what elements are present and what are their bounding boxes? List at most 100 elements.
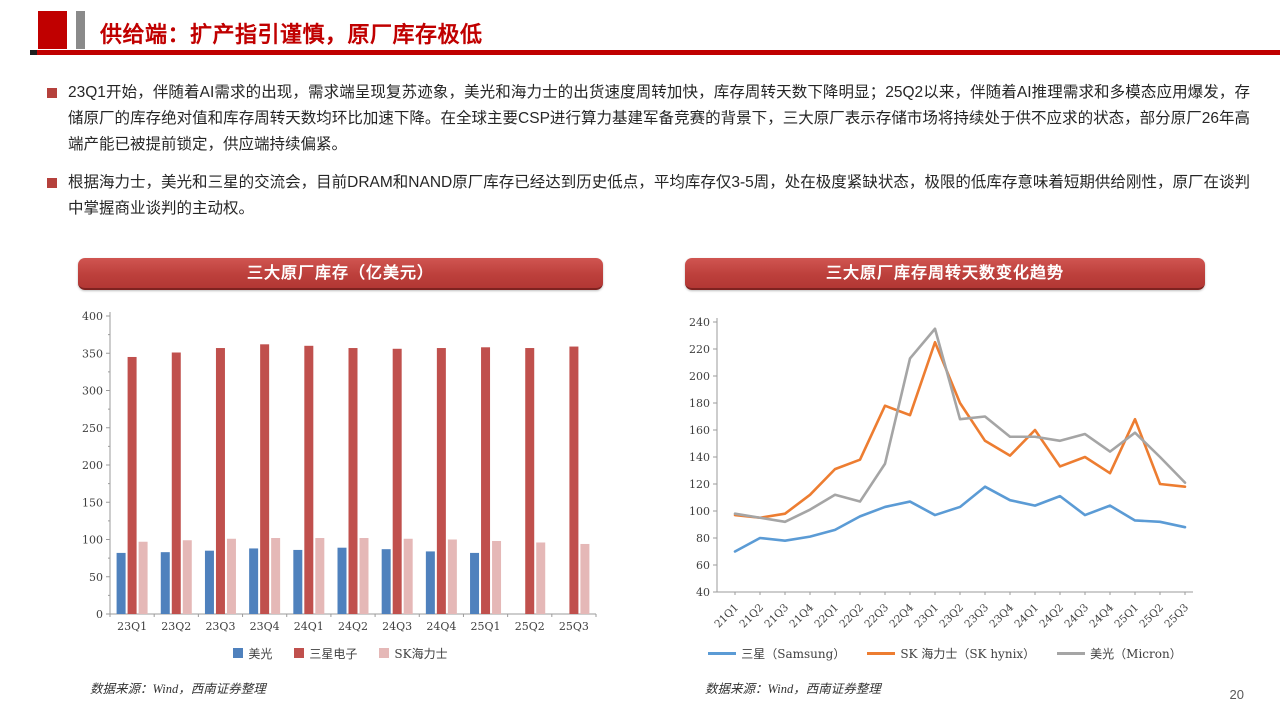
- y-tick-label: 40: [696, 586, 710, 599]
- y-tick-label: 400: [82, 310, 103, 323]
- x-tick-label: 23Q3: [205, 620, 235, 633]
- line-series: [733, 485, 1187, 553]
- legend-swatch-icon: [867, 651, 896, 655]
- bullet-item: 根据海力士，美光和三星的交流会，目前DRAM和NAND原厂库存已经达到历史低点，…: [46, 170, 1250, 222]
- legend-item: SK海力士: [379, 645, 448, 662]
- y-tick-label: 100: [82, 534, 103, 547]
- bar: [171, 352, 181, 614]
- bullet-text: 23Q1开始，伴随着AI需求的出现，需求端呈现复苏迹象，美光和海力士的出货速度周…: [68, 84, 1250, 153]
- y-tick-label: 220: [689, 343, 710, 356]
- x-tick-label: 25Q1: [1112, 602, 1141, 631]
- legend-item: 三星电子: [294, 645, 357, 662]
- bar: [304, 345, 314, 614]
- turnover-line-chart-panel: 三大原厂库存周转天数变化趋势 40 60 80 100 120 140 160 180 200 2…: [685, 258, 1205, 697]
- x-tick-label: 25Q2: [1137, 602, 1166, 631]
- legend-item: 美光（Micron）: [1057, 645, 1182, 662]
- bar: [160, 552, 170, 614]
- x-tick-label: 25Q3: [559, 620, 589, 633]
- bar: [127, 356, 137, 614]
- y-tick-label: 300: [82, 385, 103, 398]
- legend-label: 美光: [248, 646, 273, 661]
- y-tick-label: 140: [689, 451, 710, 464]
- legend-swatch-icon: [233, 648, 244, 658]
- x-tick-label: 24Q2: [1037, 602, 1066, 631]
- bar: [359, 538, 369, 614]
- legend-label: 美光（Micron）: [1090, 646, 1182, 661]
- x-tick-label: 23Q3: [962, 602, 991, 631]
- x-tick-label: 22Q2: [837, 602, 866, 631]
- bar: [348, 348, 358, 614]
- bar: [569, 346, 579, 614]
- legend-swatch-icon: [379, 648, 390, 658]
- x-tick-label: 25Q2: [515, 620, 545, 633]
- x-tick-label: 23Q4: [250, 620, 280, 633]
- turnover-line-chart: 40608010012014016018020022024021Q121Q221…: [689, 316, 1193, 631]
- bar: [204, 550, 214, 614]
- x-tick-label: 23Q2: [161, 620, 191, 633]
- y-tick-label: 200: [82, 459, 103, 472]
- bar: [525, 348, 535, 614]
- x-tick-label: 24Q2: [338, 620, 368, 633]
- x-tick-label: 25Q3: [1162, 602, 1191, 631]
- bar: [403, 538, 413, 614]
- inventory-bar-chart-panel: 三大原厂库存（亿美元） 0 50 100 150 200 250 300 350 400 23Q1…: [78, 258, 603, 697]
- y-tick-label: 120: [689, 478, 710, 491]
- bar: [381, 549, 391, 614]
- bar-chart-source: 数据来源：Wind，西南证券整理: [90, 682, 266, 696]
- legend-item: SK 海力士（SK hynix）: [867, 645, 1035, 662]
- legend-label: 三星电子: [309, 646, 358, 661]
- x-tick-label: 23Q2: [937, 602, 966, 631]
- page-number: 20: [1229, 687, 1244, 702]
- x-tick-label: 24Q1: [294, 620, 324, 633]
- bar: [293, 549, 303, 614]
- y-tick-label: 350: [82, 347, 103, 360]
- header-red-square-icon: [38, 11, 67, 49]
- inventory-bar-chart: 0 50 100 150 200 250 300 350 400 23Q1 23Q2 23Q3 23Q4…: [82, 310, 597, 633]
- y-tick-label: 200: [689, 370, 710, 383]
- bar: [536, 542, 546, 614]
- bar: [425, 551, 435, 614]
- y-tick-label: 80: [696, 532, 710, 545]
- x-tick-label: 24Q1: [1012, 602, 1041, 631]
- x-tick-label: 21Q1: [712, 602, 741, 631]
- legend-label: SK海力士: [394, 646, 448, 661]
- bar: [337, 547, 347, 614]
- bar: [116, 552, 126, 614]
- bar-chart-legend: 美光 三星电子 SK海力士: [78, 644, 603, 662]
- bar: [392, 348, 402, 614]
- x-tick-label: 25Q1: [471, 620, 501, 633]
- bar: [481, 347, 491, 614]
- bar: [249, 548, 259, 614]
- x-tick-label: 21Q3: [762, 602, 791, 631]
- x-tick-label: 23Q1: [117, 620, 147, 633]
- legend-item: 美光: [233, 645, 272, 662]
- y-tick-label: 150: [82, 496, 103, 509]
- bullet-list: 23Q1开始，伴随着AI需求的出现，需求端呈现复苏迹象，美光和海力士的出货速度周…: [46, 80, 1250, 234]
- x-tick-label: 22Q4: [887, 601, 916, 630]
- legend-swatch-icon: [294, 648, 305, 658]
- line-chart-source: 数据来源：Wind，西南证券整理: [705, 682, 881, 696]
- y-tick-label: 250: [82, 422, 103, 435]
- page-title: 供给端：扩产指引谨慎，原厂库存极低: [100, 22, 483, 47]
- bar: [492, 540, 502, 614]
- legend-item: 三星（Samsung）: [708, 645, 845, 662]
- y-tick-label: 60: [696, 559, 710, 572]
- x-tick-label: 22Q3: [862, 602, 891, 631]
- x-tick-label: 24Q3: [1062, 602, 1091, 631]
- x-tick-label: 22Q1: [812, 602, 841, 631]
- bar: [182, 540, 192, 614]
- bar: [226, 538, 236, 614]
- y-tick-label: 240: [689, 316, 710, 329]
- x-tick-label: 24Q4: [426, 620, 456, 633]
- y-tick-label: 100: [689, 505, 710, 518]
- bar-chart-title-banner: 三大原厂库存（亿美元）: [78, 258, 603, 290]
- line-chart-legend: 三星（Samsung） SK 海力士（SK hynix） 美光（Micron）: [685, 644, 1205, 662]
- y-tick-label: 50: [89, 571, 103, 584]
- bar: [447, 539, 457, 614]
- bar: [260, 344, 270, 614]
- x-tick-label: 24Q4: [1087, 601, 1116, 630]
- x-tick-label: 21Q4: [787, 601, 816, 630]
- bar: [138, 541, 148, 614]
- legend-label: SK 海力士（SK hynix）: [900, 646, 1036, 661]
- y-tick-label: 0: [96, 608, 103, 621]
